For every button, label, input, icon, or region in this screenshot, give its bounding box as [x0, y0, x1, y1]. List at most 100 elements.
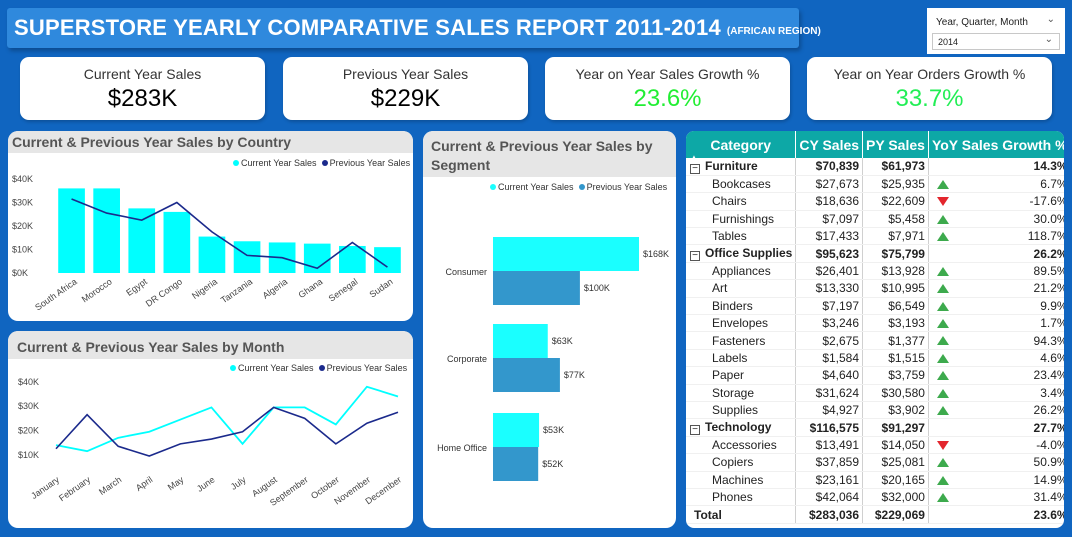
- y-tick-label: $40K: [18, 377, 39, 387]
- column-header-py-sales[interactable]: PY Sales: [862, 131, 929, 158]
- cell-cy-sales: $37,859: [795, 453, 864, 472]
- cell-category: Supplies: [686, 401, 797, 420]
- cell-cy-sales: $4,927: [795, 401, 864, 420]
- segment-sales-chart[interactable]: Current & Previous Year Sales by Segment…: [423, 131, 676, 528]
- category-name: Tables: [712, 229, 747, 244]
- cell-cy-sales: $23,161: [795, 471, 864, 489]
- x-tick-label: April: [134, 474, 154, 493]
- line-previous-year-sales: [55, 406, 399, 457]
- cell-category: Copiers: [686, 453, 797, 472]
- category-name: Storage: [712, 385, 755, 400]
- x-tick-label: Senegal: [327, 276, 360, 303]
- cell-cy-sales: $95,623: [795, 244, 864, 263]
- bar-current-year-sales: [493, 324, 548, 358]
- category-sales-matrix[interactable]: ▲ Category CY Sales PY Sales YoY Sales G…: [686, 131, 1064, 528]
- trend-up-icon: [936, 284, 949, 294]
- data-label: $52K: [542, 459, 563, 469]
- sort-caret-icon[interactable]: ▲: [690, 153, 698, 162]
- column-header-cy-sales[interactable]: CY Sales: [795, 131, 864, 158]
- chart-legend: Current Year Sales Previous Year Sales: [490, 182, 667, 192]
- cell-yoy-growth: 30.0%: [928, 210, 1064, 229]
- cell-cy-sales: $26,401: [795, 262, 864, 281]
- category-name: Bookcases: [712, 177, 771, 192]
- legend-marker-py: [318, 365, 325, 371]
- trend-up-icon: [936, 492, 949, 502]
- y-category-label: Consumer: [445, 267, 487, 277]
- py-sales-value: $13,928: [881, 264, 925, 279]
- data-label: $53K: [543, 425, 564, 435]
- category-name: Art: [712, 281, 728, 296]
- cell-py-sales: $20,165: [862, 471, 929, 489]
- legend-marker-cy: [233, 160, 239, 166]
- category-name: Machines: [712, 472, 764, 487]
- bar-previous-year-sales: [493, 447, 539, 481]
- column-header-yoy-growth[interactable]: YoY Sales Growth %: [928, 131, 1064, 158]
- legend-marker-cy: [490, 184, 496, 190]
- cell-category: Appliances: [686, 262, 797, 281]
- growth-value: 14.9%: [1033, 472, 1064, 487]
- x-tick-label: June: [195, 474, 217, 493]
- cell-yoy-growth: 21.2%: [928, 279, 1064, 298]
- cell-category: Fasteners: [686, 331, 797, 350]
- category-name: Supplies: [712, 403, 759, 418]
- year-dropdown[interactable]: 2014 ⌄: [932, 33, 1060, 50]
- bar-current-year-sales: [339, 245, 366, 273]
- country-sales-chart[interactable]: Current & Previous Year Sales by Country…: [8, 131, 413, 321]
- collapse-icon[interactable]: −: [690, 425, 700, 436]
- category-name: Furnishings: [712, 211, 775, 226]
- bar-previous-year-sales: [493, 271, 580, 305]
- trend-down-icon: [936, 440, 949, 450]
- growth-value: 31.4%: [1033, 490, 1064, 505]
- legend-label-cy: Current Year Sales: [238, 363, 314, 373]
- x-tick-label: Algeria: [261, 276, 290, 300]
- py-sales-value: $3,193: [888, 316, 925, 331]
- trend-up-icon: [936, 319, 949, 329]
- growth-value: 1.7%: [1040, 316, 1064, 331]
- data-label: $168K: [643, 249, 669, 259]
- py-sales-value: $20,165: [881, 472, 925, 487]
- chevron-down-icon[interactable]: ⌄: [1046, 14, 1055, 25]
- py-sales-value: $75,799: [881, 246, 925, 261]
- collapse-icon[interactable]: −: [690, 251, 700, 262]
- cell-category: Art: [686, 279, 797, 298]
- month-sales-chart[interactable]: Current & Previous Year Sales by Month C…: [8, 331, 413, 528]
- cell-category: Chairs: [686, 192, 797, 211]
- date-slicer[interactable]: Year, Quarter, Month ⌄ 2014 ⌄: [927, 8, 1065, 54]
- py-sales-value: $61,973: [881, 159, 925, 174]
- trend-up-icon: [936, 301, 949, 311]
- collapse-icon[interactable]: −: [690, 163, 700, 174]
- cell-py-sales: $10,995: [862, 279, 929, 298]
- category-name: Phones: [712, 490, 753, 505]
- table-row-subcategory: Paper $4,640 $3,759 23.4%: [686, 366, 1064, 385]
- column-header-category[interactable]: Category: [686, 131, 797, 158]
- kpi-value: 23.6%: [633, 85, 702, 112]
- bar-current-year-sales: [58, 188, 85, 273]
- cell-cy-sales: $27,673: [795, 175, 864, 194]
- growth-value: 26.2%: [1033, 403, 1064, 418]
- x-tick-label: Nigeria: [190, 276, 219, 301]
- y-category-label: Corporate: [447, 354, 487, 364]
- x-tick-label: Egypt: [124, 276, 149, 298]
- table-row-subcategory: Bookcases $27,673 $25,935 6.7%: [686, 175, 1064, 194]
- py-sales-value: $1,515: [888, 350, 925, 365]
- cell-cy-sales: $42,064: [795, 488, 864, 507]
- cell-yoy-growth: -17.6%: [928, 192, 1064, 211]
- growth-value: 27.7%: [1033, 420, 1064, 435]
- table-header-row: Category CY Sales PY Sales YoY Sales Gro…: [686, 131, 1064, 158]
- country-chart-canvas: $0K $10K $20K $30K $40K South Africa Morocco Eg…: [12, 174, 401, 312]
- legend-label-py: Previous Year Sales: [586, 182, 668, 192]
- cell-py-sales: $30,580: [862, 384, 929, 402]
- chevron-down-icon[interactable]: ⌄: [1044, 34, 1053, 45]
- cell-cy-sales: $18,636: [795, 192, 864, 211]
- y-category-label: Home Office: [437, 443, 487, 453]
- trend-up-icon: [936, 232, 949, 242]
- x-tick-label: January: [29, 474, 61, 501]
- cell-cy-sales: $7,097: [795, 210, 864, 229]
- y-tick-label: $40K: [12, 174, 33, 184]
- category-name: Labels: [712, 350, 748, 365]
- cell-category: − Furniture: [686, 158, 797, 176]
- cell-category: Total: [686, 505, 797, 524]
- trend-up-icon: [936, 475, 949, 485]
- cell-py-sales: $22,609: [862, 192, 929, 211]
- growth-value: 26.2%: [1033, 246, 1064, 261]
